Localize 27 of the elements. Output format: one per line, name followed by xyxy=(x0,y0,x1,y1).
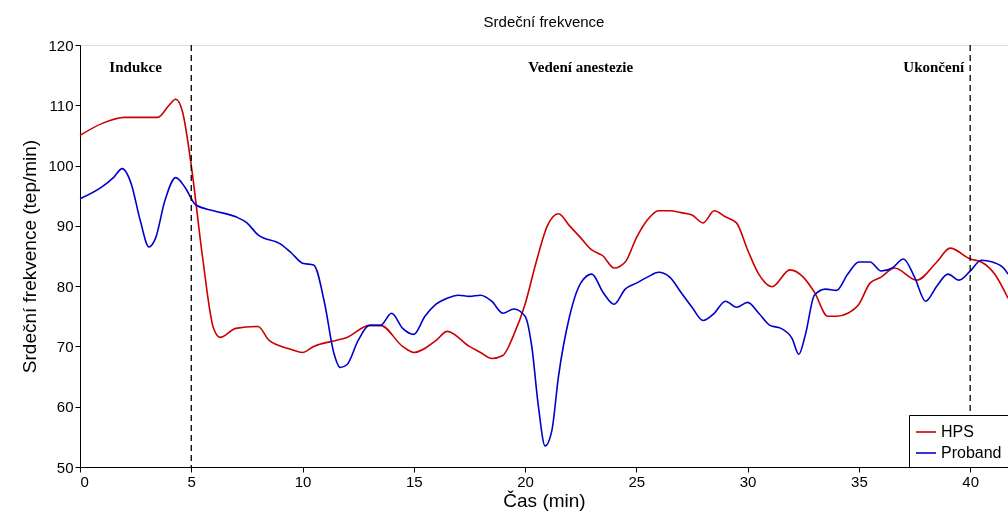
y-tick-label: 80 xyxy=(56,277,74,295)
y-tick-label: 120 xyxy=(48,36,74,54)
line-series xyxy=(79,98,1008,360)
x-tick-label: 30 xyxy=(739,472,757,490)
x-tick-label: 40 xyxy=(962,472,980,490)
x-tick-label: 10 xyxy=(294,472,312,490)
x-tick-label: 20 xyxy=(517,472,534,490)
legend-label: HPS xyxy=(941,423,974,440)
x-tick-label: 25 xyxy=(628,472,646,490)
line-series xyxy=(79,167,1008,447)
y-tick-label: 70 xyxy=(56,337,74,355)
y-tick-label: 90 xyxy=(56,217,74,235)
y-tick-label: 100 xyxy=(48,157,74,175)
y-tick-label: 110 xyxy=(49,96,74,114)
x-axis-title: Čas (min) xyxy=(503,489,586,511)
legend-label: Proband xyxy=(941,444,1002,461)
y-axis-title: Srdeční frekvence (tep/min) xyxy=(19,139,41,374)
y-tick-label: 60 xyxy=(56,398,74,416)
x-tick-label: 15 xyxy=(405,472,423,490)
annotation: Vedení anestezie xyxy=(528,59,634,75)
annotation: Indukce xyxy=(109,59,163,75)
chart-title: Srdeční frekvence xyxy=(483,13,605,30)
x-tick-label: 35 xyxy=(851,472,868,490)
y-tick-label: 50 xyxy=(56,458,74,476)
annotation: Ukončení xyxy=(903,59,965,75)
x-tick-label: 0 xyxy=(80,472,89,490)
x-tick-label: 5 xyxy=(187,472,196,490)
